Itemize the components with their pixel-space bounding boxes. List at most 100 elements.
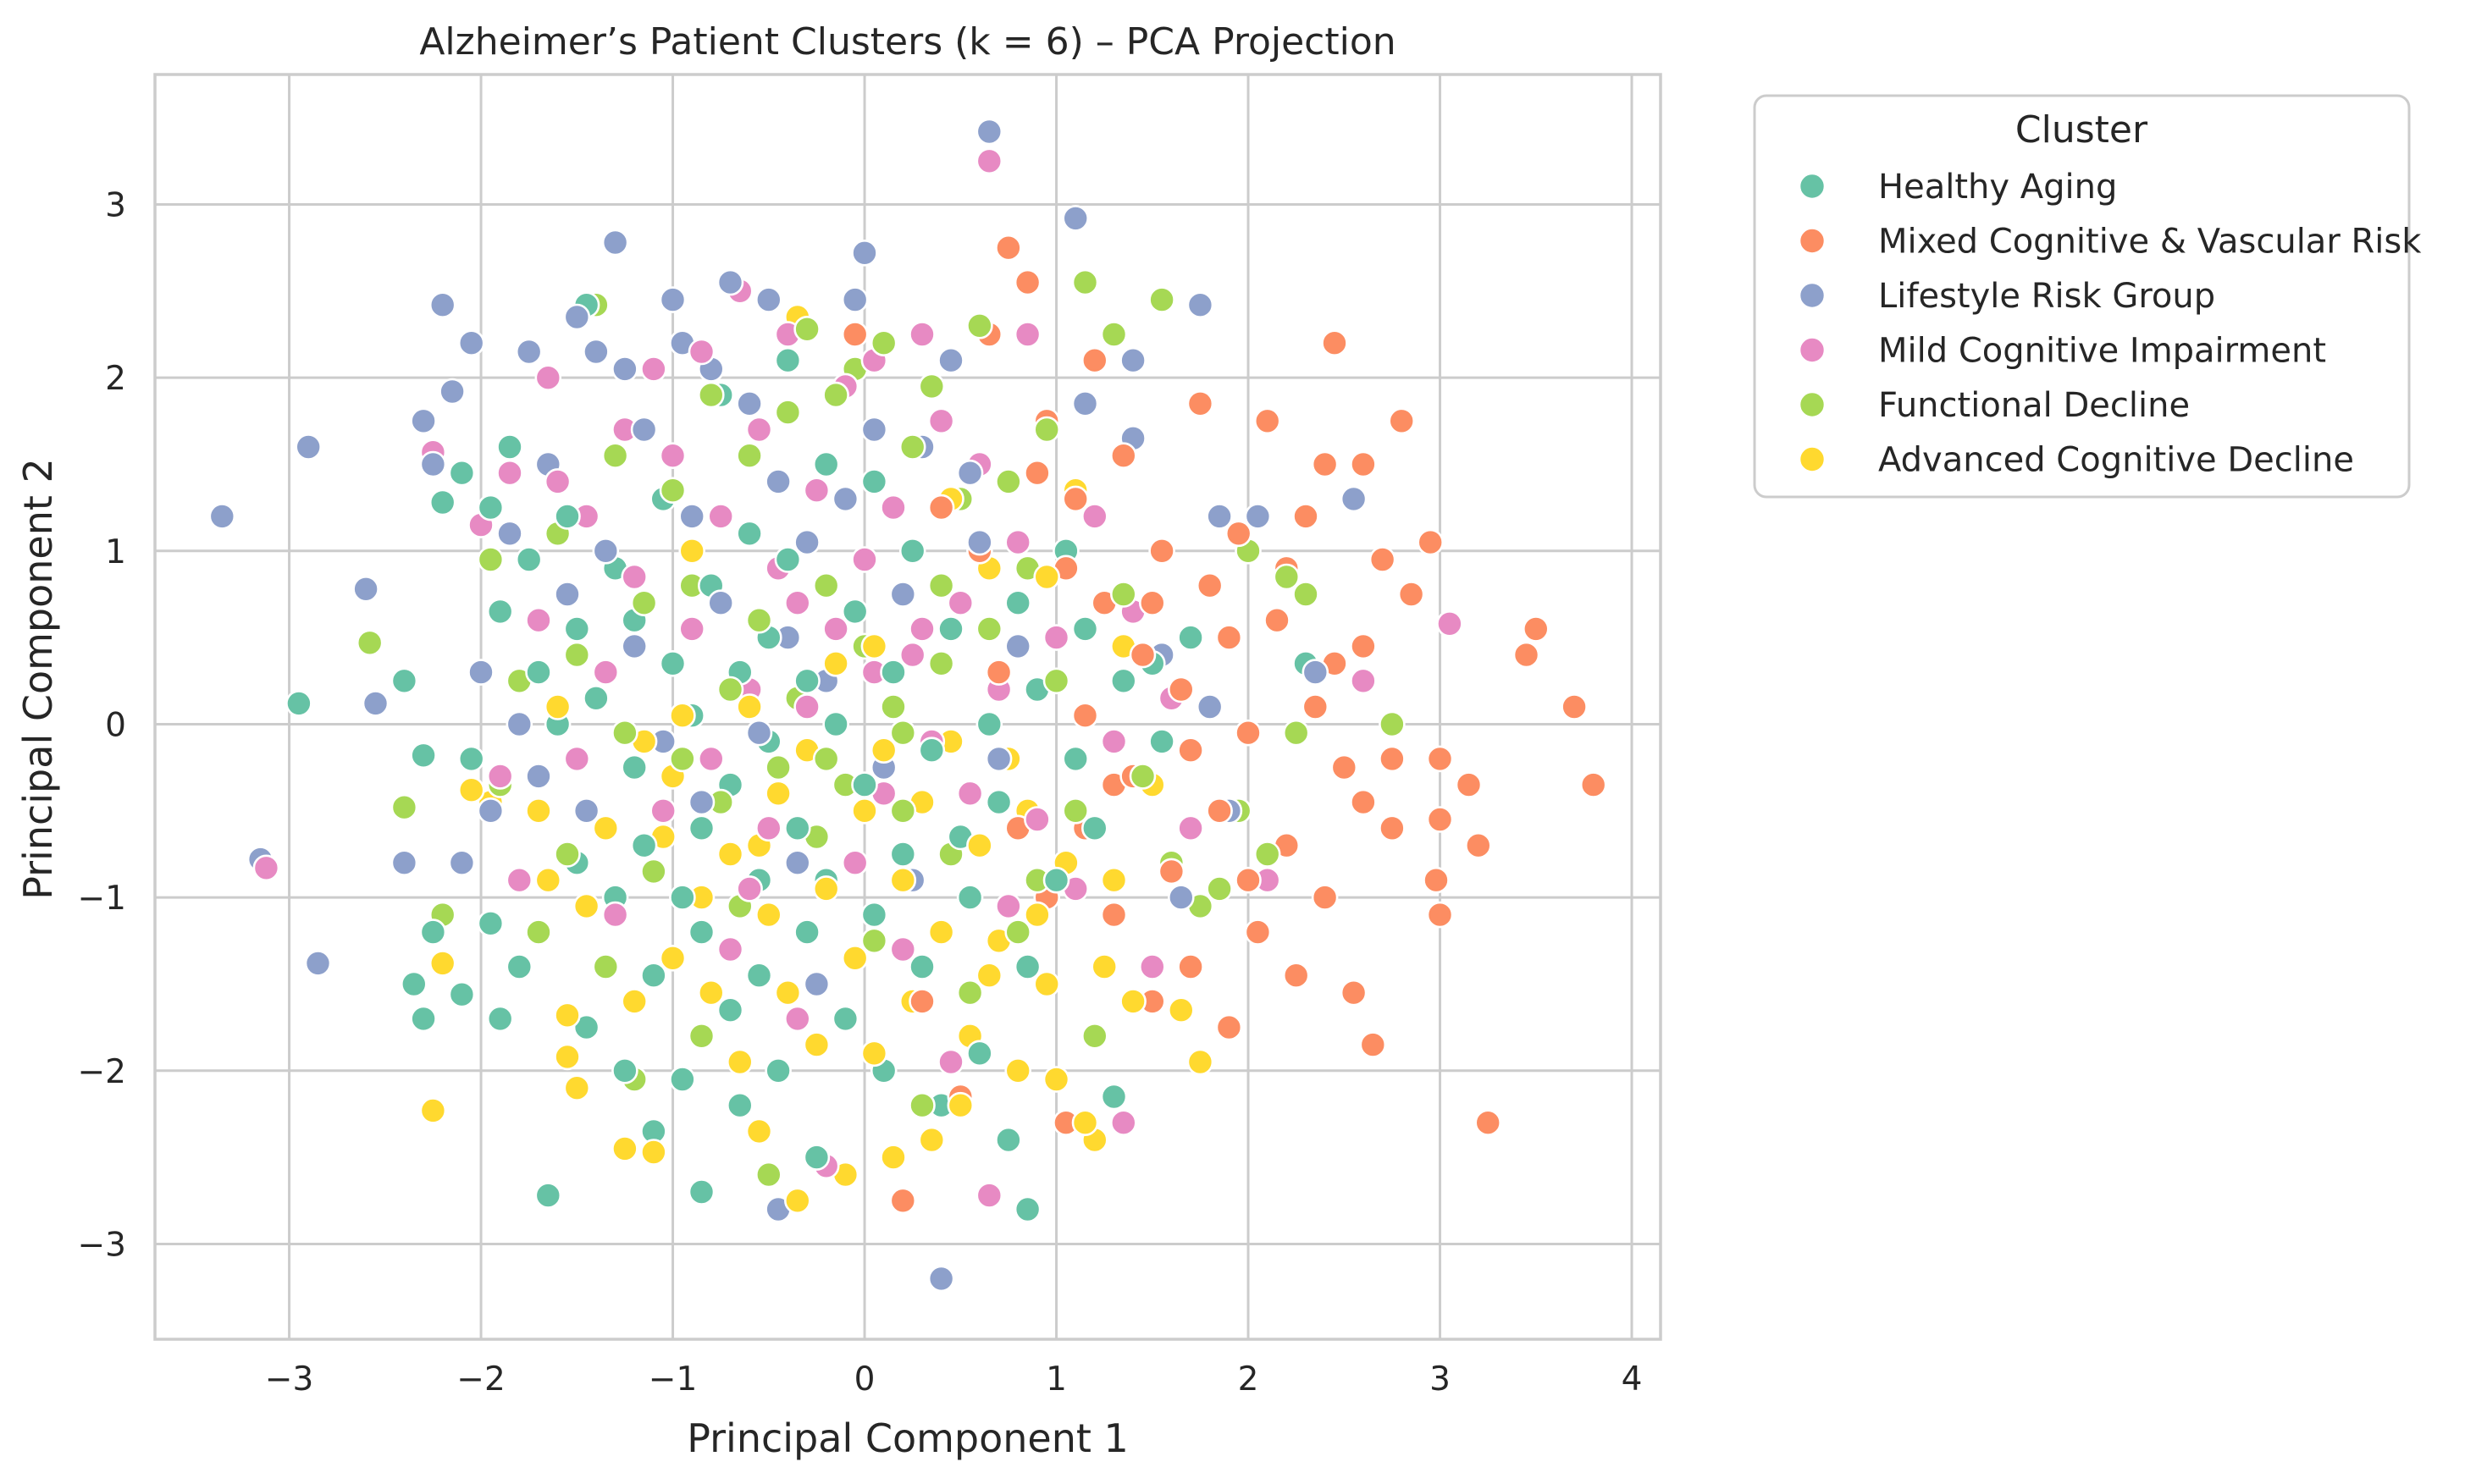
y-tick-label: 1: [105, 533, 126, 571]
data-point: [563, 303, 591, 331]
data-point: [975, 147, 1003, 175]
data-point: [477, 546, 505, 573]
data-point: [1282, 962, 1310, 989]
data-point: [1014, 321, 1042, 348]
data-point: [410, 742, 437, 770]
data-point: [525, 763, 552, 790]
data-point: [592, 659, 620, 686]
data-point: [736, 389, 763, 417]
data-point: [1024, 806, 1051, 833]
data-point: [889, 719, 917, 747]
data-point: [439, 378, 466, 405]
data-point: [1350, 632, 1377, 660]
data-point: [352, 575, 379, 603]
data-point: [1004, 1057, 1031, 1084]
data-point: [1368, 546, 1396, 573]
data-point: [745, 1117, 773, 1145]
data-point: [390, 793, 418, 821]
data-point: [697, 745, 725, 773]
data-point: [1359, 1031, 1387, 1058]
data-point: [966, 831, 993, 859]
data-point: [1100, 866, 1128, 894]
data-point: [1397, 581, 1425, 608]
data-point: [803, 1144, 831, 1171]
data-point: [880, 1144, 907, 1171]
legend-marker: [1798, 336, 1827, 364]
data-point: [457, 776, 485, 804]
x-tick-labels: −3 −2 −1 0 1 2 3 4: [265, 1360, 1643, 1398]
data-point: [793, 667, 821, 695]
data-point: [1244, 919, 1272, 946]
legend-label: Advanced Cognitive Decline: [1878, 441, 2354, 480]
data-point: [1158, 858, 1185, 885]
data-point: [1081, 503, 1108, 530]
data-point: [1263, 606, 1291, 634]
data-point: [1282, 719, 1310, 747]
data-point: [1311, 884, 1339, 911]
data-point: [583, 338, 610, 366]
data-point: [1426, 806, 1454, 833]
data-point: [611, 1057, 638, 1084]
legend-title: Cluster: [2015, 108, 2148, 152]
data-point: [592, 814, 620, 842]
data-point: [918, 736, 946, 764]
data-point: [419, 450, 447, 478]
y-tick-label: 0: [105, 706, 126, 744]
data-point: [909, 953, 936, 980]
data-point: [669, 702, 696, 730]
data-point: [995, 234, 1022, 262]
data-point: [1321, 329, 1348, 357]
data-point: [745, 719, 773, 747]
data-point: [659, 945, 687, 972]
data-point: [630, 831, 658, 859]
data-point: [745, 606, 773, 634]
data-point: [937, 346, 964, 374]
data-point: [947, 1091, 975, 1119]
data-point: [428, 950, 456, 977]
data-point: [774, 399, 802, 426]
y-tick-label: −3: [78, 1226, 127, 1264]
y-tick-label: 3: [105, 186, 126, 224]
data-point: [506, 710, 533, 738]
data-point: [937, 1048, 964, 1076]
data-point: [611, 356, 638, 383]
data-point: [860, 416, 888, 444]
data-point: [1186, 1048, 1214, 1076]
data-point: [1081, 1023, 1108, 1050]
data-point: [995, 892, 1022, 920]
data-point: [880, 494, 907, 521]
data-point: [669, 1066, 696, 1093]
data-point: [909, 321, 936, 348]
data-point: [1014, 1195, 1042, 1223]
data-point: [1253, 407, 1281, 435]
data-point: [995, 1126, 1022, 1154]
data-point: [572, 1013, 600, 1041]
data-point: [851, 771, 878, 798]
data-point: [1177, 814, 1204, 842]
data-point: [1168, 884, 1195, 911]
data-point: [822, 615, 849, 643]
data-point: [304, 950, 332, 977]
data-point: [1206, 503, 1233, 530]
data-point: [688, 1178, 716, 1205]
data-point: [716, 268, 744, 296]
data-point: [812, 875, 840, 902]
data-point: [1340, 485, 1368, 513]
x-tick-label: 4: [1622, 1360, 1643, 1398]
data-point: [1311, 450, 1339, 478]
data-point: [736, 693, 763, 720]
data-point: [1340, 979, 1368, 1007]
data-point: [410, 1005, 437, 1033]
data-point: [1071, 702, 1099, 730]
data-point: [898, 433, 926, 461]
data-point: [812, 571, 840, 599]
data-point: [1024, 901, 1051, 929]
data-point: [688, 788, 716, 816]
data-point: [774, 346, 802, 374]
data-point: [697, 979, 725, 1007]
data-point: [803, 1031, 831, 1058]
data-point: [419, 919, 447, 946]
data-point: [918, 1126, 946, 1154]
data-point: [909, 615, 936, 643]
data-point: [1561, 693, 1588, 720]
